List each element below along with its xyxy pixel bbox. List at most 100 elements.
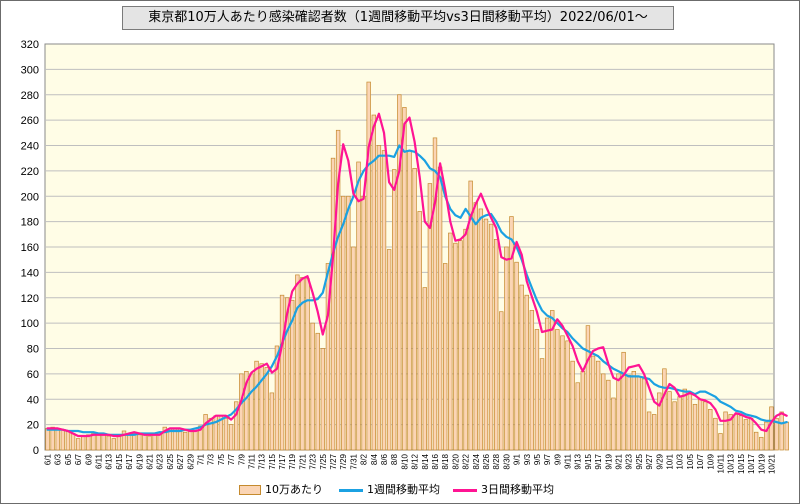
bar	[514, 261, 519, 451]
x-tick-label: 9/13	[574, 453, 583, 469]
bar	[152, 434, 157, 451]
bar	[264, 367, 269, 451]
bar	[50, 426, 55, 451]
x-tick-label: 6/9	[84, 453, 93, 465]
bar	[356, 161, 361, 451]
bar	[748, 417, 754, 451]
x-tick-label: 7/5	[217, 453, 226, 465]
bar	[524, 294, 529, 451]
bar	[448, 232, 453, 451]
bar	[641, 378, 647, 451]
bar	[575, 382, 580, 451]
bar	[290, 299, 295, 451]
x-tick-label: 8/8	[390, 453, 399, 465]
bar	[769, 406, 774, 451]
bar	[132, 433, 137, 451]
x-tick-label: 7/25	[319, 453, 328, 469]
bar	[493, 239, 499, 451]
bar	[111, 438, 117, 451]
x-tick-label: 10/15	[737, 453, 746, 474]
bar	[738, 415, 744, 451]
bar	[366, 81, 371, 451]
bar	[565, 340, 570, 451]
bar	[407, 150, 412, 451]
bar	[453, 242, 458, 451]
line-series	[46, 112, 788, 438]
legend-item-weekly: 1週間移動平均	[339, 481, 440, 499]
bar	[188, 430, 193, 451]
bar	[361, 195, 366, 451]
x-tick-label: 6/7	[74, 453, 83, 465]
x-tick-label: 7/23	[309, 453, 318, 469]
bar	[692, 403, 698, 451]
bar	[708, 409, 713, 451]
bar	[402, 107, 407, 451]
bar	[86, 434, 91, 451]
bar	[682, 388, 687, 451]
y-tick-label: 200	[21, 191, 39, 203]
bar	[417, 211, 422, 451]
x-tick-label: 8/16	[431, 453, 440, 469]
bar	[269, 392, 275, 451]
x-tick-label: 10/9	[706, 453, 715, 469]
x-tick-label: 10/5	[686, 453, 695, 469]
x-tick-label: 6/29	[186, 453, 195, 469]
x-tick-label: 6/21	[146, 453, 155, 469]
bar	[81, 435, 86, 451]
bar	[70, 433, 76, 451]
y-tick-label: 60	[27, 369, 39, 381]
legend-swatch-three-day	[453, 488, 477, 492]
bar	[662, 368, 667, 451]
x-tick-label: 9/9	[553, 453, 562, 465]
x-tick-label: 9/29	[655, 453, 664, 469]
bar	[351, 246, 356, 451]
bar	[570, 360, 575, 451]
x-tick-label: 9/21	[615, 453, 624, 469]
bar	[45, 428, 50, 451]
bar-series	[45, 81, 789, 451]
bar	[713, 417, 718, 451]
x-tick-label: 7/9	[237, 453, 246, 465]
x-tick-label: 9/11	[564, 453, 573, 469]
x-tick-label: 9/5	[533, 453, 542, 465]
bar	[616, 373, 621, 451]
bar	[468, 180, 473, 451]
x-tick-label: 7/17	[278, 453, 287, 469]
x-tick-label: 7/13	[258, 453, 267, 469]
bar	[193, 430, 198, 451]
bar	[672, 401, 677, 451]
bar	[341, 195, 346, 451]
y-tick-label: 20	[27, 420, 39, 432]
bar	[621, 351, 626, 451]
bar	[626, 374, 631, 451]
bar	[315, 332, 320, 451]
x-tick-label: 10/11	[717, 453, 726, 473]
x-tick-label: 6/25	[166, 453, 175, 469]
x-tick-label: 10/7	[696, 453, 705, 469]
bar	[65, 430, 71, 451]
bar	[646, 411, 652, 451]
x-tick-label: 10/13	[727, 453, 736, 474]
bar	[91, 433, 96, 451]
x-tick-label: 10/1	[666, 453, 675, 469]
y-tick-label: 140	[21, 267, 39, 279]
bar	[249, 373, 254, 451]
bar	[279, 294, 285, 451]
bar	[75, 438, 81, 451]
x-tick-label: 9/1	[513, 453, 522, 465]
x-tick-label: 8/24	[472, 453, 481, 469]
x-tick-label: 7/29	[339, 453, 348, 469]
bar	[305, 278, 310, 451]
bar	[397, 94, 402, 451]
y-tick-label: 100	[21, 318, 39, 330]
bar	[458, 240, 463, 451]
bar	[473, 202, 478, 451]
legend: 10万あたり 1週間移動平均 3日間移動平均	[239, 481, 569, 499]
bar	[371, 114, 376, 451]
bar	[606, 379, 611, 451]
x-tick-label: 9/19	[604, 453, 613, 469]
x-tick-label: 7/31	[349, 453, 358, 469]
bar	[295, 274, 300, 451]
